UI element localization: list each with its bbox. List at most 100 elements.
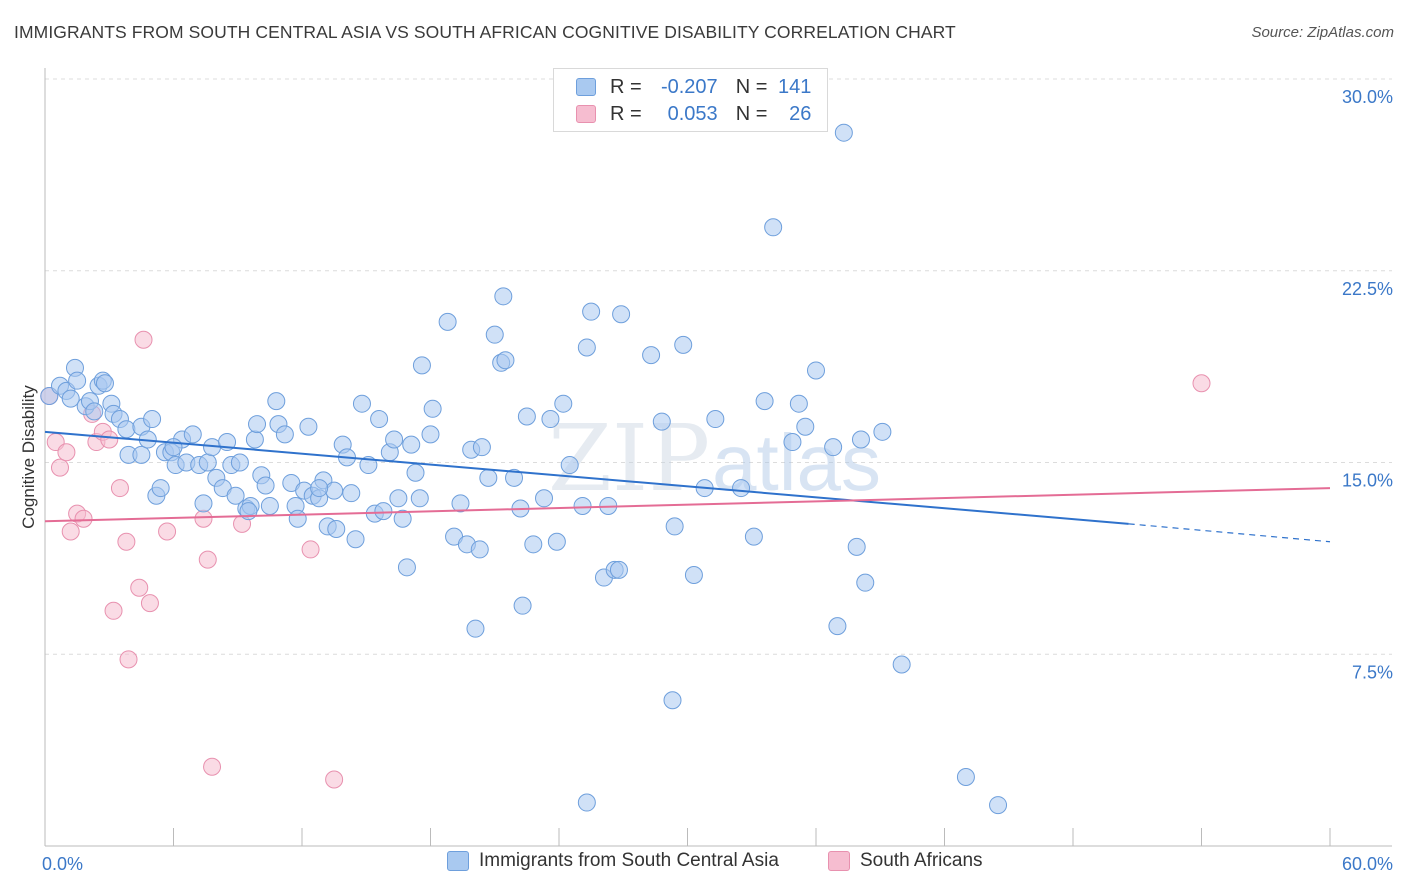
legend-item-south-africans: South Africans [828,850,983,872]
point-immigrants [260,496,279,515]
point-immigrants [385,430,404,449]
point-immigrants [744,527,763,546]
series-south-africans [40,330,1211,789]
point-immigrants [402,435,421,454]
legend-label-immigrants: Immigrants from South Central Asia [479,850,779,871]
point-south-africans [104,601,123,620]
trend-lines [44,430,1331,543]
legend-swatch-pink [828,851,850,871]
point-south-africans [117,532,136,551]
point-immigrants [485,325,504,344]
point-immigrants [573,496,592,515]
point-immigrants [466,619,485,638]
point-south-africans [119,650,138,669]
point-immigrants [535,489,554,508]
point-south-africans [134,330,153,349]
point-immigrants [327,519,346,538]
legend-r-label: R = [610,102,642,125]
point-immigrants [68,371,87,390]
point-immigrants [451,494,470,513]
point-immigrants [342,484,361,503]
point-immigrants [524,535,543,554]
point-immigrants [406,463,425,482]
point-immigrants [789,394,808,413]
point-immigrants [352,394,371,413]
legend-n-label: N = [735,102,768,125]
point-immigrants [151,479,170,498]
point-south-africans [203,757,222,776]
point-immigrants [577,338,596,357]
point-immigrants [541,410,560,429]
legend-r-value: -0.207 [660,75,718,98]
point-south-africans [158,522,177,541]
point-immigrants [582,302,601,321]
point-south-africans [325,770,344,789]
y-tick-label: 30.0% [1342,87,1393,107]
point-immigrants [674,335,693,354]
point-immigrants [496,351,515,370]
point-immigrants [421,425,440,444]
point-immigrants [847,537,866,556]
point-south-africans [194,509,213,528]
point-immigrants [85,402,104,421]
point-immigrants [824,438,843,457]
point-immigrants [346,530,365,549]
point-immigrants [755,392,774,411]
point-immigrants [275,425,294,444]
y-axis-label: Cognitive Disability [19,385,38,529]
point-immigrants [397,558,416,577]
point-south-africans [74,509,93,528]
x-tick-label-min: 0.0% [42,854,83,874]
point-immigrants [479,468,498,487]
point-south-africans [140,594,159,613]
point-immigrants [470,540,489,559]
point-immigrants [956,767,975,786]
point-south-africans [61,522,80,541]
legend-row-blue: R = -0.207 N = 141 [576,75,811,99]
point-immigrants [873,422,892,441]
point-immigrants [226,486,245,505]
point-immigrants [230,453,249,472]
point-south-africans [198,550,217,569]
point-immigrants [267,392,286,411]
point-immigrants [95,374,114,393]
trend-line-immigrants [44,430,1129,525]
axes: 7.5% 15.0% 22.5% 30.0% 0.0% 60.0% [42,68,1393,874]
point-immigrants [517,407,536,426]
point-immigrants [143,410,162,429]
point-immigrants [577,793,596,812]
point-immigrants [370,410,389,429]
point-south-africans [1192,374,1211,393]
point-immigrants [299,417,318,436]
point-south-africans [301,540,320,559]
point-immigrants [325,481,344,500]
series-immigrants-south-central-asia [40,123,1008,815]
y-tick-label: 22.5% [1342,279,1393,299]
point-immigrants [183,425,202,444]
point-immigrants [684,565,703,584]
point-immigrants [412,356,431,375]
point-immigrants [560,456,579,475]
legend-n-value: 26 [789,102,812,125]
point-immigrants [248,415,267,434]
point-immigrants [828,617,847,636]
point-immigrants [132,445,151,464]
trend-line-immigrants-extension [1128,523,1331,543]
legend-swatch-pink [576,105,596,123]
point-immigrants [892,655,911,674]
point-immigrants [989,796,1008,815]
point-immigrants [665,517,684,536]
legend-item-immigrants: Immigrants from South Central Asia [447,850,779,872]
legend-n-value: 141 [778,75,812,98]
point-immigrants [245,430,264,449]
point-immigrants [393,509,412,528]
point-immigrants [423,399,442,418]
point-immigrants [706,410,725,429]
point-immigrants [472,438,491,457]
point-immigrants [494,287,513,306]
legend-r-label: R = [610,75,642,98]
x-tick-label-max: 60.0% [1342,854,1393,874]
point-immigrants [117,420,136,439]
point-immigrants [851,430,870,449]
